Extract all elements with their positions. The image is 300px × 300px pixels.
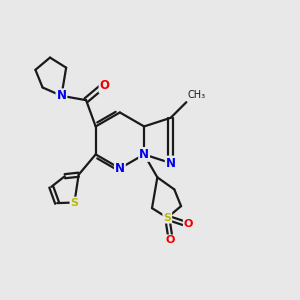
Text: O: O (100, 80, 110, 92)
Text: N: N (139, 148, 149, 161)
Text: N: N (166, 157, 176, 169)
Text: S: S (163, 213, 171, 223)
Text: S: S (70, 197, 78, 208)
Text: N: N (115, 162, 125, 175)
Text: O: O (184, 219, 193, 229)
Text: CH₃: CH₃ (188, 90, 206, 100)
Text: N: N (56, 89, 66, 102)
Text: O: O (166, 235, 175, 245)
